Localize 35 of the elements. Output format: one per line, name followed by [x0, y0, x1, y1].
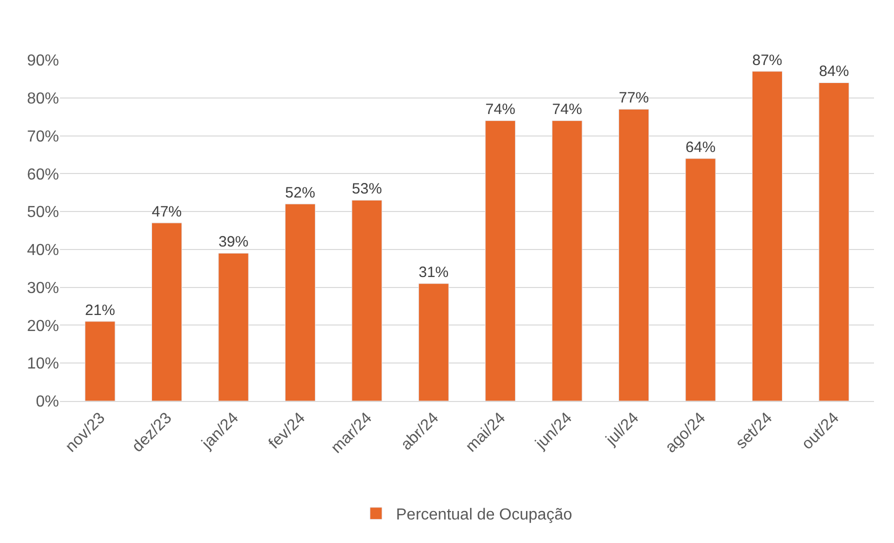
data-label: 53%: [352, 180, 382, 198]
y-tick-label: 20%: [26, 318, 59, 335]
bar: [485, 120, 516, 401]
data-label: 77%: [618, 90, 649, 107]
y-tick-label: 10%: [26, 356, 59, 373]
bar: [752, 71, 783, 401]
bar: [218, 252, 249, 401]
bar: [284, 204, 316, 401]
legend-label: Percentual de Ocupação: [396, 506, 572, 524]
y-tick-label: 0%: [36, 394, 59, 411]
y-tick-label: 50%: [26, 204, 59, 222]
data-label: 39%: [218, 234, 248, 251]
bar: [552, 120, 582, 401]
data-label: 47%: [152, 203, 182, 220]
data-label: 52%: [285, 184, 316, 202]
y-tick-label: 60%: [26, 166, 59, 184]
data-label: 84%: [818, 63, 849, 80]
bar: [151, 222, 182, 401]
y-tick-label: 30%: [26, 280, 59, 297]
data-label: 31%: [418, 264, 449, 282]
data-label: 21%: [85, 302, 116, 319]
y-tick-label: 40%: [26, 242, 59, 260]
bar: [84, 321, 116, 401]
bar: [685, 158, 716, 401]
y-tick-label: 70%: [26, 128, 59, 146]
y-tick-label: 80%: [26, 90, 59, 108]
data-label: 87%: [752, 52, 782, 69]
data-label: 74%: [485, 101, 516, 118]
bar: [818, 82, 850, 401]
data-label: 64%: [686, 138, 716, 156]
data-label: 74%: [552, 101, 582, 118]
bar: [618, 109, 650, 401]
y-tick-label: 90%: [26, 52, 59, 70]
bar: [352, 200, 382, 401]
bar: [418, 283, 449, 401]
